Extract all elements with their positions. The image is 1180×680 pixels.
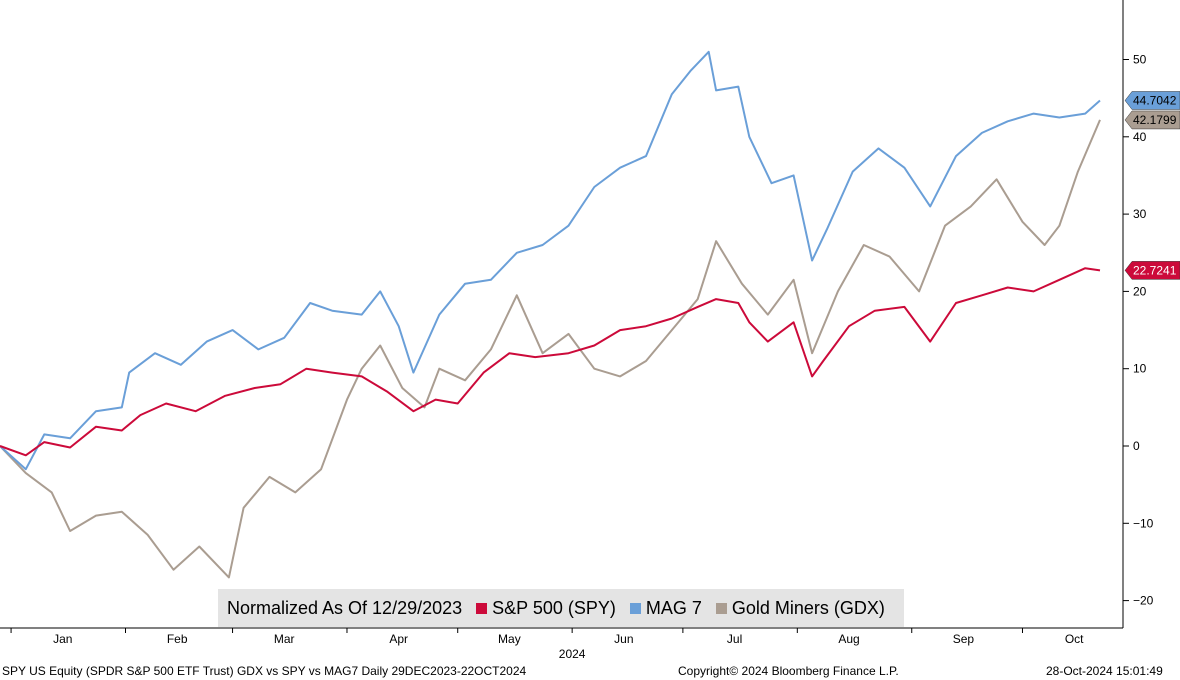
x-tick-label: Aug — [838, 632, 859, 646]
footer-security-description: SPY US Equity (SPDR S&P 500 ETF Trust) G… — [2, 664, 527, 678]
y-tick-label: 20 — [1133, 284, 1147, 298]
legend-entry: MAG 7 — [629, 597, 702, 619]
last-value-tag — [1124, 110, 1180, 130]
last-value-label: 44.7042 — [1133, 93, 1177, 107]
axes: −20 −10 0 10 20 30 40 50 Jan Feb Mar Apr May Jun Jul Au… — [0, 0, 1154, 661]
footer-copyright: Copyright© 2024 Bloomberg Finance L.P. — [678, 664, 899, 678]
x-axis-label: 2024 — [559, 647, 586, 661]
legend-label: MAG 7 — [645, 597, 702, 618]
x-tick-label: Mar — [274, 632, 295, 646]
y-tick-label: 50 — [1133, 53, 1147, 67]
plot-lines — [0, 50, 1101, 579]
legend-label: S&P 500 (SPY) — [492, 597, 616, 618]
legend-entries: S&P 500 (SPY) MAG 7 Gold Miners (GDX) — [462, 598, 885, 619]
last-value-tag — [1124, 261, 1180, 280]
x-tick-label: Jun — [614, 632, 633, 646]
footer-timestamp: 28-Oct-2024 15:01:49 — [1046, 664, 1163, 678]
last-value-tag — [1124, 91, 1180, 110]
legend: Normalized As Of 12/29/2023 S&P 500 (SPY… — [218, 589, 904, 627]
legend-entry: S&P 500 (SPY) — [476, 598, 616, 619]
last-value-labels: 22.7241 44.7042 42.1799 — [1124, 91, 1180, 280]
series-line-1 — [0, 50, 1101, 471]
legend-entry: Gold Miners (GDX) — [715, 597, 885, 619]
y-tick-label: 30 — [1133, 207, 1147, 221]
y-tick-label: −10 — [1133, 516, 1154, 530]
last-value-label: 22.7241 — [1133, 263, 1177, 277]
y-tick-label: 10 — [1133, 362, 1147, 376]
y-tick-label: −20 — [1133, 594, 1154, 608]
legend-swatch — [476, 602, 488, 614]
legend-label: Gold Miners (GDX) — [731, 597, 885, 618]
y-tick-label: 0 — [1133, 439, 1140, 453]
x-tick-label: Feb — [167, 632, 188, 646]
x-tick-label: Sep — [953, 632, 975, 646]
y-tick-label: 40 — [1133, 130, 1147, 144]
x-tick-label: Apr — [389, 632, 408, 646]
x-tick-label: Oct — [1065, 632, 1084, 646]
legend-title: Normalized As Of 12/29/2023 — [227, 597, 463, 618]
x-tick-label: May — [498, 632, 521, 646]
series-line-2 — [0, 119, 1101, 579]
x-tick-label: Jul — [727, 632, 742, 646]
x-tick-label: Jan — [53, 632, 72, 646]
last-value-label: 42.1799 — [1133, 113, 1177, 127]
series-line-0 — [0, 267, 1101, 457]
legend-swatch — [629, 602, 641, 614]
legend-swatch — [715, 602, 727, 614]
